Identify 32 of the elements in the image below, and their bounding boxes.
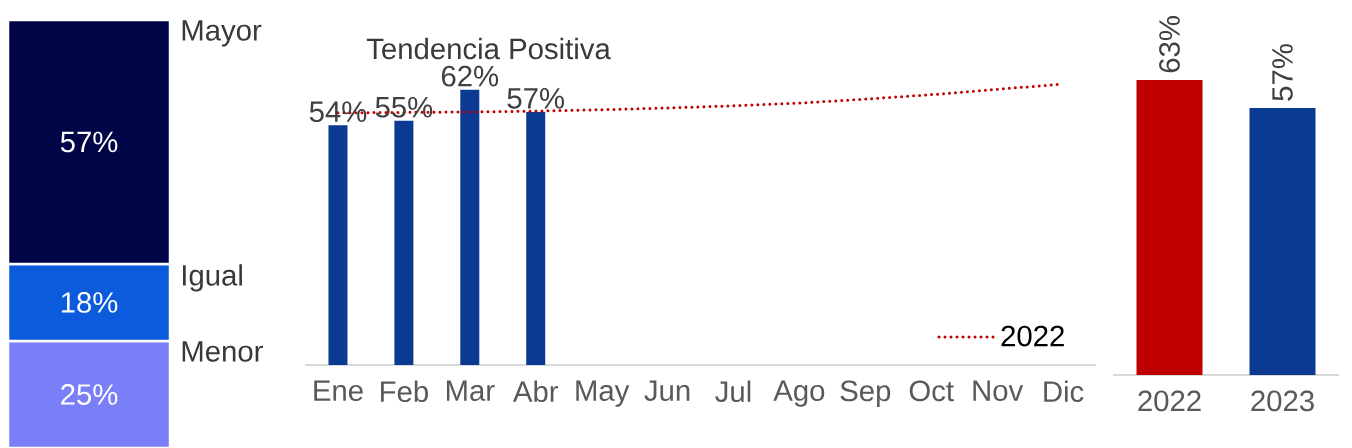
- data-label: 57%: [1272, 44, 1293, 101]
- x-tick-label: Jun: [644, 380, 690, 402]
- data-label: 54%: [309, 101, 367, 123]
- x-tick-label: May: [576, 380, 630, 407]
- series-label: Mayor: [182, 20, 262, 47]
- x-tick-label: Feb: [381, 380, 428, 403]
- x-tick-label: Ene: [314, 380, 363, 402]
- x-tick-label: Mar: [446, 380, 495, 402]
- bar: [460, 89, 480, 365]
- x-tick-label: 2022: [1138, 390, 1201, 412]
- x-tick-label: Sep: [840, 380, 891, 408]
- chart-title: Tendencia Positiva: [366, 37, 611, 60]
- bar: [394, 120, 414, 365]
- legend-label: 2022: [1001, 325, 1064, 347]
- x-tick-label: Dic: [1044, 380, 1084, 403]
- x-tick-label: Ago: [773, 380, 825, 407]
- data-label: 57%: [507, 88, 565, 109]
- x-tick-label: Nov: [973, 380, 1024, 402]
- data-label: 25%: [61, 384, 118, 405]
- data-label: 55%: [375, 96, 433, 118]
- x-tick-label: Oct: [909, 380, 954, 402]
- x-tick-label: Jul: [715, 380, 751, 403]
- bar: [328, 125, 348, 365]
- x-tick-label: 2023: [1251, 390, 1314, 412]
- series-label: Menor: [182, 341, 263, 362]
- x-tick-label: Abr: [512, 380, 559, 403]
- data-label: 18%: [61, 292, 118, 313]
- data-label: 63%: [1159, 16, 1180, 73]
- data-label: 62%: [441, 65, 499, 87]
- data-label: 57%: [60, 131, 118, 153]
- series-label: Igual: [182, 264, 242, 292]
- bar: [526, 111, 546, 365]
